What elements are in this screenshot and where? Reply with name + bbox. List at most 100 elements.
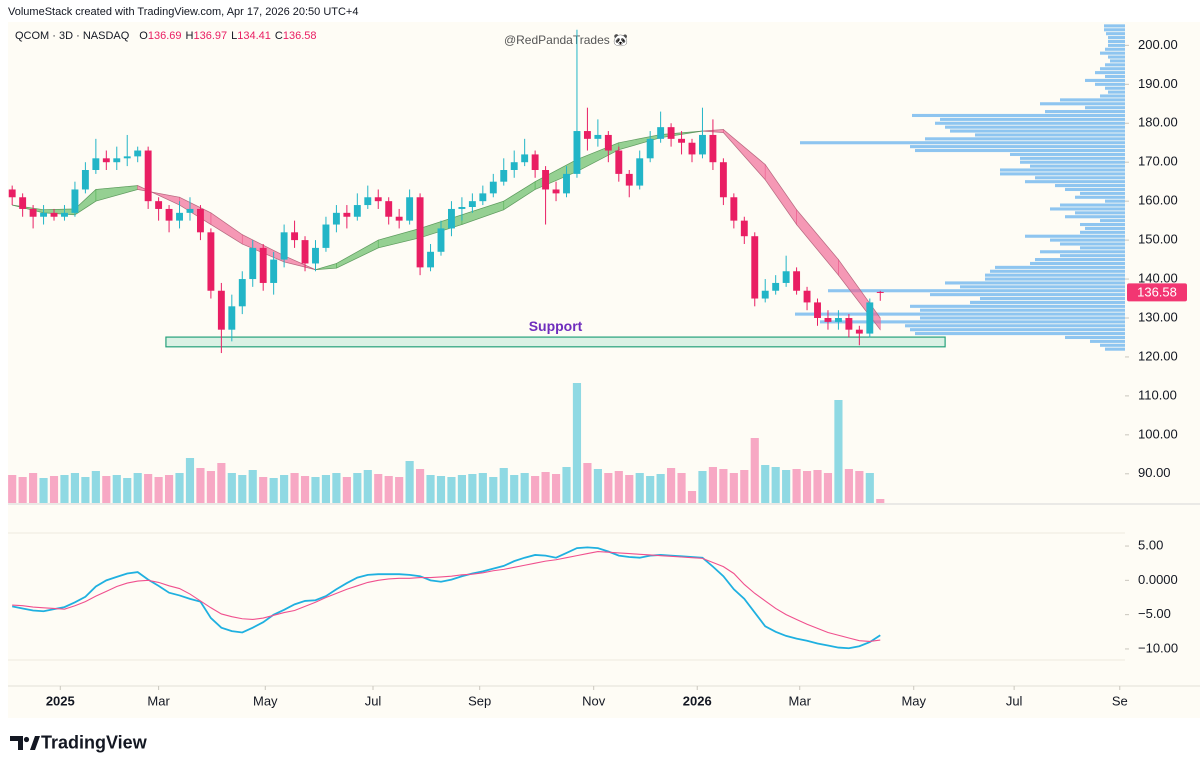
profile-bar (920, 308, 1125, 312)
y-tick-label: 150.00 (1138, 232, 1178, 247)
profile-bar (1050, 207, 1125, 211)
candle-body (583, 131, 591, 139)
candle-body (500, 170, 508, 182)
profile-bar (1108, 39, 1125, 44)
candle-body (510, 162, 518, 170)
candle-body (657, 127, 665, 139)
profile-bar (1025, 180, 1125, 184)
candle-body (249, 247, 257, 280)
volume-bar (740, 470, 749, 503)
volume-bar (374, 474, 383, 503)
volume-bar (761, 465, 770, 503)
volume-bar (426, 475, 435, 503)
volume-bar (499, 468, 508, 503)
volume-bar (39, 478, 48, 503)
support-zone: Support (165, 318, 946, 348)
volume-bar (614, 471, 623, 503)
profile-bar (940, 117, 1125, 121)
profile-bar (1030, 261, 1125, 266)
candle-body (709, 134, 717, 163)
profile-bar (1065, 215, 1125, 219)
candle-body (395, 216, 403, 221)
candle-body (678, 138, 685, 143)
volume-bar (238, 475, 247, 503)
candle-body (699, 134, 706, 155)
volume-bar (81, 477, 90, 503)
candle-body (259, 247, 267, 283)
volume-bar (436, 476, 446, 503)
volume-bar (865, 473, 874, 503)
volume-bar (468, 474, 477, 503)
volume-bar (206, 471, 215, 503)
profile-bar (1105, 86, 1125, 90)
volume-bar (729, 473, 738, 503)
volume-bar (384, 476, 393, 503)
profile-bar (945, 125, 1125, 129)
volume-bar (175, 473, 184, 503)
volume-bar (572, 383, 582, 503)
volume-bar (248, 470, 257, 503)
candle-body (646, 138, 654, 159)
candle-body (176, 212, 183, 221)
profile-bar (1060, 242, 1125, 246)
volume-bar (750, 438, 759, 503)
volume-bar (102, 476, 111, 503)
candle-body (113, 158, 121, 163)
volume-bar (541, 472, 550, 503)
volume-bar (531, 476, 540, 503)
profile-bar (930, 293, 1125, 297)
volume-bars (8, 383, 885, 503)
profile-bar (820, 320, 1125, 324)
volume-bar (196, 468, 205, 503)
volume-bar (876, 499, 885, 503)
candle-body (427, 251, 434, 268)
volume-bar (133, 473, 142, 503)
profile-bar (1108, 90, 1125, 94)
candle-body (134, 150, 142, 157)
candle-body (751, 236, 759, 299)
profile-bar (1100, 51, 1125, 55)
volume-bar (562, 467, 571, 503)
candle-body (521, 154, 529, 163)
oscillator-line (12, 546, 881, 650)
candle-body (29, 208, 37, 217)
brand-name: TradingView (41, 732, 148, 752)
volume-bar (154, 477, 163, 503)
y-tick-label: 90.00 (1138, 465, 1171, 480)
price-tag (1127, 283, 1187, 302)
profile-bar (1055, 184, 1125, 188)
candle-body (322, 224, 330, 248)
candle-body (604, 134, 612, 151)
profile-bar (1080, 246, 1125, 250)
profile-bar (1045, 110, 1125, 114)
y-tick-label: 5.00 (1138, 537, 1163, 552)
candle-body (92, 158, 100, 170)
candle-body (636, 158, 644, 186)
volume-profile (795, 24, 1125, 351)
candle-body (448, 208, 455, 229)
volume-bar (18, 477, 27, 503)
candle-body (730, 197, 738, 221)
volume-bar (520, 473, 529, 503)
profile-bar (1110, 59, 1125, 63)
profile-bar (905, 324, 1125, 328)
support-label: Support (529, 318, 583, 334)
candle-body (144, 150, 152, 202)
candle-body (81, 170, 89, 190)
volume-bar (687, 491, 697, 503)
support-zone-rect (165, 336, 946, 348)
ohlc-value: 136.69 (148, 30, 182, 42)
candle-body (573, 131, 581, 174)
profile-bar (1105, 47, 1125, 51)
profile-bar (1100, 94, 1125, 98)
candle-body (207, 232, 215, 291)
y-tick-label: 110.00 (1138, 387, 1177, 402)
profile-bar (1060, 98, 1125, 102)
profile-bar (910, 328, 1125, 332)
volume-bar (405, 461, 414, 503)
candle-body (625, 173, 633, 186)
candle-body (186, 208, 194, 213)
profile-bar (995, 265, 1125, 269)
x-tick-label: May (253, 693, 278, 708)
volume-bar (227, 473, 236, 503)
